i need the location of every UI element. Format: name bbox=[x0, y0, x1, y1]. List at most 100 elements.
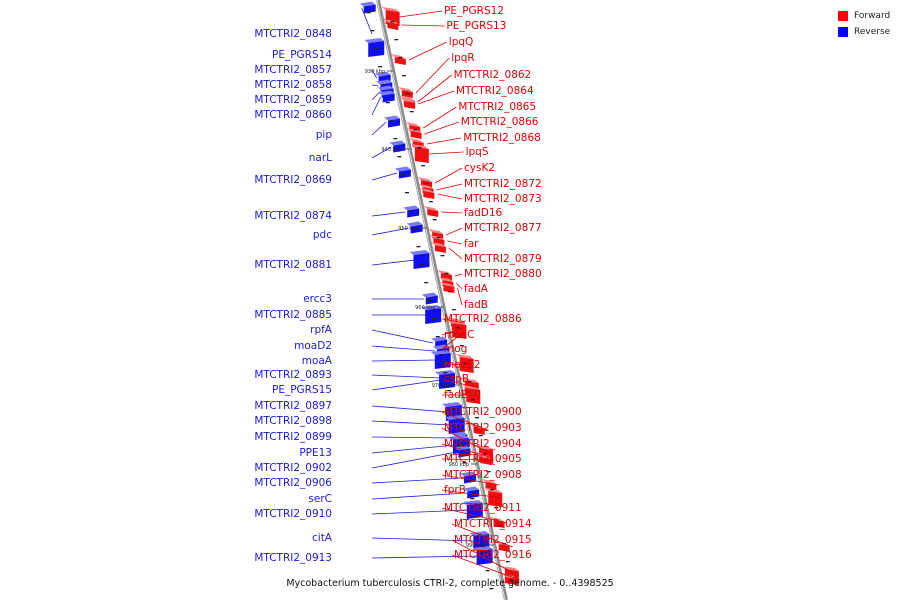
reverse-gene-label: pip bbox=[316, 129, 333, 141]
reverse-leader-line bbox=[371, 436, 454, 439]
feature-tick bbox=[486, 471, 491, 473]
forward-leader-line bbox=[441, 427, 494, 456]
reverse-gene-label: MTCTRI2_0897 bbox=[254, 400, 332, 412]
reverse-leader-line bbox=[371, 444, 455, 454]
forward-leader-line bbox=[457, 287, 463, 306]
feature-tick bbox=[478, 435, 483, 437]
reverse-gene-feature bbox=[384, 115, 401, 128]
reverse-gene-label: moaD2 bbox=[294, 340, 332, 352]
reverse-gene-label: pdc bbox=[313, 229, 332, 241]
reverse-leader-line bbox=[371, 96, 382, 116]
reverse-gene-feature bbox=[359, 1, 376, 14]
reverse-leader-line bbox=[371, 492, 466, 500]
forward-gene-label: MTCTRI2_0879 bbox=[464, 253, 542, 265]
forward-gene-label: fadA bbox=[464, 283, 489, 295]
reverse-gene-label: narL bbox=[309, 152, 332, 164]
legend-reverse: Reverse bbox=[838, 24, 890, 40]
forward-leader-line bbox=[426, 137, 462, 145]
forward-gene-feature bbox=[484, 488, 503, 507]
reverse-leader-line bbox=[371, 69, 377, 79]
legend-forward: Forward bbox=[838, 8, 890, 24]
forward-gene-label: MTCTRI2_0904 bbox=[444, 438, 522, 450]
scale-tick-label: 950 kbp bbox=[398, 226, 418, 232]
forward-gene-label: fadE10 bbox=[444, 389, 481, 401]
forward-gene-label: MTCTRI2_0864 bbox=[456, 85, 534, 97]
scale-tick-label: 980 kbp bbox=[449, 462, 469, 468]
feature-tick bbox=[505, 561, 510, 563]
forward-leader-line bbox=[418, 90, 455, 105]
forward-leader-line bbox=[399, 10, 443, 18]
feature-tick bbox=[447, 390, 452, 392]
forward-gene-label: MTCTRI2_0872 bbox=[464, 178, 542, 190]
forward-gene-label: moaE2 bbox=[444, 359, 480, 371]
feature-tick bbox=[404, 192, 409, 194]
feature-tick bbox=[401, 174, 406, 176]
feature-tick bbox=[385, 102, 390, 104]
scale-tick-label: 940 kbp bbox=[381, 147, 401, 153]
forward-gene-label: MTCTRI2_0911 bbox=[444, 502, 522, 514]
forward-leader-line bbox=[441, 474, 500, 486]
forward-leader-line bbox=[441, 411, 488, 431]
forward-leader-line bbox=[441, 326, 466, 336]
reverse-gene-feature bbox=[394, 166, 411, 179]
feature-tick bbox=[381, 84, 386, 86]
feature-tick bbox=[420, 264, 425, 266]
feature-tick bbox=[474, 516, 479, 518]
feature-tick bbox=[509, 579, 514, 581]
reverse-leader-line bbox=[371, 211, 406, 217]
forward-gene-label: MTCTRI2_0886 bbox=[444, 313, 522, 325]
feature-tick bbox=[470, 498, 475, 500]
reverse-gene-feature bbox=[389, 140, 406, 153]
forward-gene-feature bbox=[400, 98, 416, 109]
forward-gene-label: MTCTRI2_0916 bbox=[454, 549, 532, 561]
feature-tick bbox=[425, 183, 430, 185]
forward-gene-feature bbox=[423, 206, 439, 217]
reverse-gene-feature bbox=[421, 292, 438, 305]
reverse-leader-line bbox=[371, 172, 398, 181]
feature-tick bbox=[451, 408, 456, 410]
feature-tick bbox=[467, 381, 472, 383]
genome-backbone-highlight bbox=[376, 0, 506, 600]
reverse-gene-label: MTCTRI2_0898 bbox=[254, 415, 332, 427]
forward-gene-label: MTCTRI2_0914 bbox=[454, 518, 532, 530]
feature-tick bbox=[436, 237, 441, 239]
reverse-gene-label: MTCTRI2_0869 bbox=[254, 174, 332, 186]
feature-tick bbox=[459, 345, 464, 347]
forward-leader-line bbox=[448, 247, 463, 260]
feature-tick bbox=[435, 336, 440, 338]
forward-gene-label: moaC bbox=[444, 329, 474, 341]
forward-gene-label: fadD16 bbox=[464, 207, 503, 219]
feature-tick bbox=[471, 399, 476, 401]
forward-gene-label: MTCTRI2_0868 bbox=[463, 132, 541, 144]
forward-leader-line bbox=[451, 523, 513, 548]
forward-gene-feature bbox=[406, 128, 422, 139]
reverse-gene-feature bbox=[364, 38, 385, 57]
gene-labels: MTCTRI2_0848 PE_PGRS14 MTCTRI2_0857 MTCTRI2… bbox=[254, 5, 541, 564]
reverse-leader-line bbox=[371, 345, 435, 352]
feature-tick bbox=[370, 30, 375, 32]
reverse-leader-line bbox=[371, 477, 462, 484]
forward-label: Forward bbox=[854, 11, 891, 21]
feature-tick bbox=[439, 354, 444, 356]
reverse-leader-line bbox=[371, 91, 380, 101]
forward-gene-label: fprB bbox=[444, 484, 466, 496]
reverse-gene-label: PE_PGRS15 bbox=[272, 384, 332, 396]
reverse-gene-feature bbox=[472, 546, 493, 565]
forward-gene-feature bbox=[476, 454, 492, 465]
reverse-gene-label: ercc3 bbox=[303, 293, 332, 305]
forward-gene-label: MTCTRI2_0905 bbox=[444, 453, 522, 465]
forward-leader-line bbox=[423, 106, 457, 129]
map-caption: Mycobacterium tuberculosis CTRI-2, compl… bbox=[286, 578, 614, 589]
reverse-gene-label: MTCTRI2_0913 bbox=[254, 552, 332, 564]
reverse-gene-label: MTCTRI2_0906 bbox=[254, 477, 332, 489]
forward-gene-label: MTCTRI2_0862 bbox=[454, 69, 532, 81]
forward-leader-line bbox=[441, 363, 474, 366]
reverse-gene-label: serC bbox=[308, 493, 332, 505]
feature-tick bbox=[431, 318, 436, 320]
reverse-swatch bbox=[838, 27, 848, 37]
reverse-gene-label: MTCTRI2_0902 bbox=[254, 462, 332, 474]
feature-tick bbox=[482, 453, 487, 455]
feature-tick bbox=[402, 75, 406, 77]
feature-tick bbox=[444, 273, 449, 275]
forward-gene-label: cysK2 bbox=[464, 162, 495, 174]
